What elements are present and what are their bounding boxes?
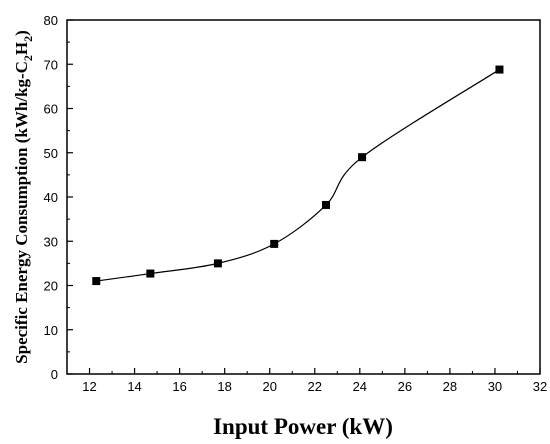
x-axis-title: Input Power (kW): [213, 414, 393, 439]
data-point: [495, 65, 504, 74]
x-tick-label: 20: [262, 379, 276, 394]
data-point: [270, 239, 279, 248]
data-point: [92, 277, 101, 286]
y-axis-title: Specific Energy Consumption (kWh/kg-C2H2…: [12, 30, 35, 364]
x-axis-ticks: 12 14 16 18 20 22 24 26 28 30 32: [66, 368, 547, 394]
x-tick-label: 16: [172, 379, 186, 394]
y-tick-label: 20: [44, 279, 58, 294]
y-tick-label: 80: [44, 13, 58, 28]
y-tick-label: 10: [44, 323, 58, 338]
x-tick-label: 14: [127, 379, 141, 394]
data-point: [146, 269, 155, 278]
x-tick-label: 28: [443, 379, 457, 394]
x-tick-label: 12: [82, 379, 96, 394]
y-tick-label: 0: [51, 367, 58, 382]
x-tick-label: 32: [533, 379, 547, 394]
x-tick-label: 26: [398, 379, 412, 394]
data-points: [92, 65, 504, 286]
x-tick-label: 30: [488, 379, 502, 394]
data-point: [322, 200, 331, 209]
plot-area-frame: [66, 19, 541, 375]
y-tick-label: 40: [44, 190, 58, 205]
y-axis-ticks: 0 10 20 30 40 50 60 70 80: [44, 13, 73, 382]
x-tick-label: 24: [353, 379, 367, 394]
x-tick-label: 22: [308, 379, 322, 394]
data-point: [358, 153, 367, 162]
y-tick-label: 60: [44, 102, 58, 117]
fit-curve: [96, 69, 500, 282]
y-tick-label: 50: [44, 146, 58, 161]
y-tick-label: 30: [44, 234, 58, 249]
y-tick-label: 70: [44, 57, 58, 72]
data-point: [213, 259, 222, 268]
x-tick-label: 18: [217, 379, 231, 394]
